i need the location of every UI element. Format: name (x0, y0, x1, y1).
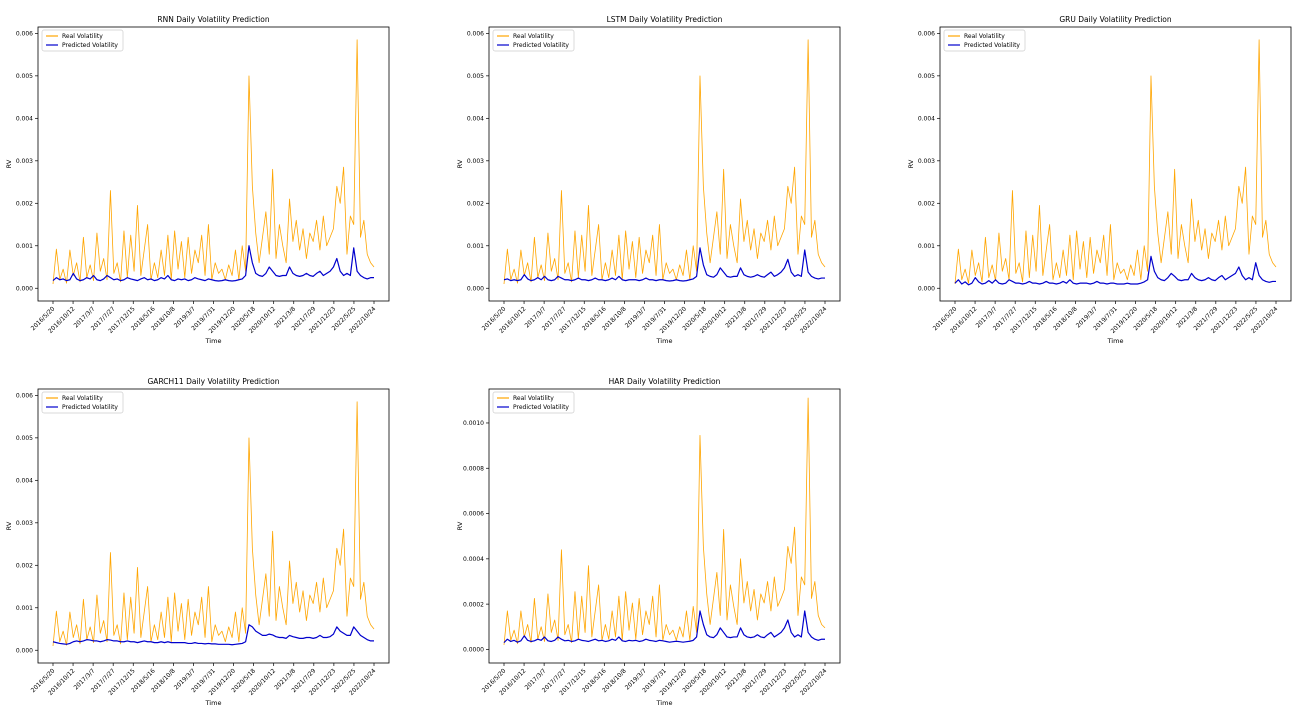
chart-panel-3: GRU Daily Volatility Prediction 0.000 0.00… (907, 15, 1292, 345)
real-volatility-line (52, 39, 375, 285)
legend-predicted-label: Predicted Volatility (513, 404, 569, 411)
x-axis-label: Time (205, 699, 222, 707)
chart-panel-2: LSTM Daily Volatility Prediction 0.000 0.0… (456, 15, 841, 345)
legend-real-label: Real Volatility (513, 33, 554, 40)
y-axis-label: RV (5, 159, 13, 168)
y-tick-label: 0.001 (16, 243, 33, 250)
chart-panel-5: HAR Daily Volatility Prediction 0.0000 0.0… (456, 377, 841, 707)
chart-panel-4: GARCH11 Daily Volatility Prediction 0.000… (5, 377, 390, 707)
predicted-volatility-line (52, 624, 374, 646)
y-tick-label: 0.0000 (463, 647, 484, 654)
y-tick-label: 0.002 (918, 200, 935, 207)
legend-box (492, 391, 575, 414)
y-tick-label: 0.0006 (463, 511, 484, 518)
y-axis-label: RV (5, 521, 13, 530)
legend-box (41, 391, 124, 414)
x-axis-label: Time (1107, 337, 1124, 345)
y-tick-label: 0.000 (467, 285, 484, 292)
x-axis-label: Time (656, 337, 673, 345)
real-volatility-line (954, 39, 1277, 285)
y-tick-label: 0.0004 (463, 556, 484, 563)
legend: Real Volatility Predicted Volatility (41, 29, 124, 52)
y-tick-label: 0.004 (467, 116, 484, 123)
legend: Real Volatility Predicted Volatility (492, 391, 575, 414)
legend: Real Volatility Predicted Volatility (943, 29, 1026, 52)
chart-title: GARCH11 Daily Volatility Prediction (148, 377, 280, 386)
legend-box (492, 29, 575, 52)
y-axis-label: RV (907, 159, 915, 168)
y-tick-label: 0.005 (918, 73, 935, 80)
real-volatility-line (503, 39, 826, 285)
y-tick-label: 0.000 (16, 285, 33, 292)
y-tick-label: 0.003 (16, 158, 33, 165)
predicted-volatility-line (503, 247, 825, 282)
y-tick-label: 0.004 (918, 116, 935, 123)
y-tick-label: 0.001 (467, 243, 484, 250)
y-tick-label: 0.004 (16, 116, 33, 123)
legend-real-label: Real Volatility (964, 33, 1005, 40)
y-tick-label: 0.0008 (463, 465, 484, 472)
y-tick-label: 0.004 (16, 478, 33, 485)
chart-title: HAR Daily Volatility Prediction (609, 377, 721, 386)
y-tick-label: 0.000 (16, 647, 33, 654)
legend-predicted-label: Predicted Volatility (62, 404, 118, 411)
y-tick-label: 0.005 (16, 435, 33, 442)
legend-box (943, 29, 1026, 52)
chart-title: LSTM Daily Volatility Prediction (607, 15, 723, 24)
y-tick-label: 0.002 (16, 200, 33, 207)
y-tick-label: 0.002 (16, 562, 33, 569)
legend: Real Volatility Predicted Volatility (41, 391, 124, 414)
y-tick-label: 0.003 (918, 158, 935, 165)
legend-predicted-label: Predicted Volatility (964, 42, 1020, 49)
y-tick-label: 0.005 (467, 73, 484, 80)
x-axis-label: Time (656, 699, 673, 707)
chart-title: GRU Daily Volatility Prediction (1059, 15, 1172, 24)
y-tick-label: 0.002 (467, 200, 484, 207)
predicted-volatility-line (52, 245, 374, 282)
chart-panel-1: RNN Daily Volatility Prediction 0.000 0.00… (5, 15, 390, 345)
legend-real-label: Real Volatility (62, 395, 103, 402)
legend-real-label: Real Volatility (513, 395, 554, 402)
legend-predicted-label: Predicted Volatility (62, 42, 118, 49)
legend-predicted-label: Predicted Volatility (513, 42, 569, 49)
real-volatility-line (503, 397, 826, 645)
y-tick-label: 0.003 (467, 158, 484, 165)
predicted-volatility-line (954, 255, 1276, 286)
y-tick-label: 0.006 (467, 31, 484, 38)
y-tick-label: 0.003 (16, 520, 33, 527)
y-tick-label: 0.006 (918, 31, 935, 38)
legend: Real Volatility Predicted Volatility (492, 29, 575, 52)
legend-real-label: Real Volatility (62, 33, 103, 40)
y-tick-label: 0.000 (918, 285, 935, 292)
y-tick-label: 0.0010 (463, 420, 484, 427)
axes-frame (939, 26, 1292, 302)
chart-title: RNN Daily Volatility Prediction (157, 15, 269, 24)
y-tick-label: 0.006 (16, 393, 33, 400)
real-volatility-line (52, 401, 375, 647)
y-tick-label: 0.0002 (463, 601, 484, 608)
y-axis-label: RV (456, 159, 464, 168)
legend-box (41, 29, 124, 52)
y-tick-label: 0.005 (16, 73, 33, 80)
predicted-volatility-line (503, 610, 825, 644)
y-tick-label: 0.001 (918, 243, 935, 250)
y-tick-label: 0.001 (16, 605, 33, 612)
y-tick-label: 0.006 (16, 31, 33, 38)
x-axis-label: Time (205, 337, 222, 345)
axes-frame (37, 388, 390, 664)
y-axis-label: RV (456, 521, 464, 530)
